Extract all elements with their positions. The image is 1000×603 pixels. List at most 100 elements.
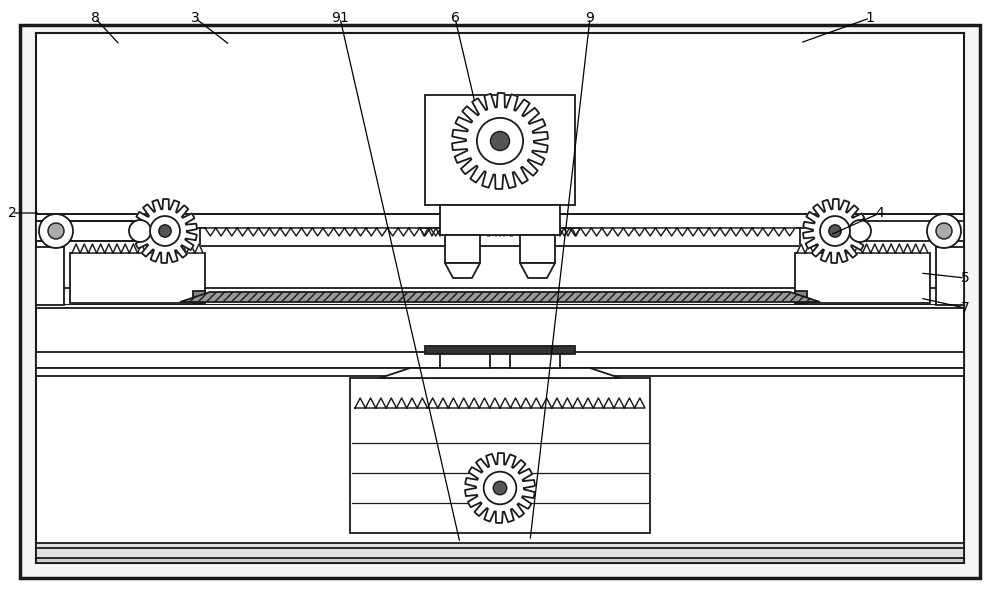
Circle shape bbox=[936, 223, 952, 239]
Polygon shape bbox=[920, 244, 928, 253]
Bar bbox=[936, 247, 964, 305]
Bar bbox=[70, 253, 205, 303]
Polygon shape bbox=[444, 228, 452, 236]
Polygon shape bbox=[398, 228, 409, 236]
Polygon shape bbox=[552, 398, 562, 408]
Polygon shape bbox=[355, 398, 365, 408]
Polygon shape bbox=[386, 398, 396, 408]
Polygon shape bbox=[741, 228, 752, 236]
Polygon shape bbox=[452, 228, 460, 236]
Polygon shape bbox=[138, 244, 146, 253]
Polygon shape bbox=[484, 228, 492, 236]
Bar bbox=[36, 543, 964, 563]
Polygon shape bbox=[634, 228, 645, 236]
Polygon shape bbox=[887, 244, 895, 253]
Polygon shape bbox=[677, 228, 688, 236]
Polygon shape bbox=[366, 228, 377, 236]
Polygon shape bbox=[797, 244, 805, 253]
Polygon shape bbox=[312, 228, 323, 236]
Polygon shape bbox=[510, 398, 521, 408]
Polygon shape bbox=[170, 244, 178, 253]
Polygon shape bbox=[462, 228, 473, 236]
Polygon shape bbox=[436, 228, 444, 236]
Polygon shape bbox=[666, 228, 677, 236]
Polygon shape bbox=[259, 228, 269, 236]
Polygon shape bbox=[520, 263, 555, 278]
Polygon shape bbox=[129, 244, 138, 253]
Bar bbox=[36, 288, 964, 308]
Polygon shape bbox=[428, 398, 438, 408]
Polygon shape bbox=[623, 228, 634, 236]
Circle shape bbox=[477, 118, 523, 164]
Polygon shape bbox=[752, 228, 763, 236]
Polygon shape bbox=[709, 228, 720, 236]
Bar bbox=[200, 228, 800, 246]
Polygon shape bbox=[452, 93, 548, 189]
Polygon shape bbox=[396, 398, 407, 408]
Bar bbox=[510, 353, 560, 368]
Polygon shape bbox=[508, 228, 516, 236]
Polygon shape bbox=[541, 398, 552, 408]
Circle shape bbox=[490, 131, 510, 151]
Circle shape bbox=[129, 220, 151, 242]
Polygon shape bbox=[195, 244, 203, 253]
Text: 4: 4 bbox=[876, 206, 884, 220]
Bar bbox=[36, 214, 964, 228]
Bar bbox=[425, 95, 575, 205]
Bar bbox=[795, 253, 930, 303]
Circle shape bbox=[39, 214, 73, 248]
Polygon shape bbox=[468, 228, 476, 236]
Polygon shape bbox=[438, 398, 448, 408]
Circle shape bbox=[849, 220, 871, 242]
Polygon shape bbox=[538, 228, 548, 236]
Polygon shape bbox=[602, 228, 613, 236]
Polygon shape bbox=[570, 228, 580, 236]
Polygon shape bbox=[180, 292, 820, 302]
Polygon shape bbox=[146, 244, 154, 253]
Polygon shape bbox=[205, 228, 216, 236]
Polygon shape bbox=[731, 228, 741, 236]
Polygon shape bbox=[698, 228, 709, 236]
Polygon shape bbox=[187, 244, 195, 253]
Polygon shape bbox=[784, 228, 795, 236]
Polygon shape bbox=[531, 398, 541, 408]
Polygon shape bbox=[548, 228, 559, 236]
Circle shape bbox=[159, 225, 171, 237]
Polygon shape bbox=[490, 398, 500, 408]
Bar bbox=[440, 205, 560, 235]
Bar bbox=[425, 346, 575, 354]
Polygon shape bbox=[645, 228, 656, 236]
Polygon shape bbox=[459, 398, 469, 408]
Polygon shape bbox=[280, 228, 291, 236]
Bar bbox=[350, 378, 650, 533]
Polygon shape bbox=[593, 398, 604, 408]
Polygon shape bbox=[540, 228, 548, 236]
Polygon shape bbox=[387, 228, 398, 236]
Bar bbox=[445, 235, 480, 263]
Polygon shape bbox=[559, 228, 570, 236]
Polygon shape bbox=[97, 244, 105, 253]
Bar bbox=[520, 235, 555, 263]
Polygon shape bbox=[548, 228, 556, 236]
Polygon shape bbox=[323, 228, 334, 236]
Polygon shape bbox=[813, 244, 822, 253]
Polygon shape bbox=[133, 199, 197, 263]
Circle shape bbox=[493, 481, 507, 494]
Polygon shape bbox=[469, 398, 479, 408]
Polygon shape bbox=[365, 398, 376, 408]
Polygon shape bbox=[572, 398, 583, 408]
Polygon shape bbox=[688, 228, 698, 236]
Polygon shape bbox=[441, 228, 452, 236]
Polygon shape bbox=[407, 398, 417, 408]
Polygon shape bbox=[879, 244, 887, 253]
Polygon shape bbox=[113, 244, 121, 253]
Circle shape bbox=[820, 216, 850, 246]
Polygon shape bbox=[846, 244, 854, 253]
Circle shape bbox=[927, 214, 961, 248]
Polygon shape bbox=[822, 244, 830, 253]
Polygon shape bbox=[854, 244, 862, 253]
Polygon shape bbox=[604, 398, 614, 408]
Circle shape bbox=[150, 216, 180, 246]
Polygon shape bbox=[516, 228, 524, 236]
Polygon shape bbox=[583, 398, 593, 408]
